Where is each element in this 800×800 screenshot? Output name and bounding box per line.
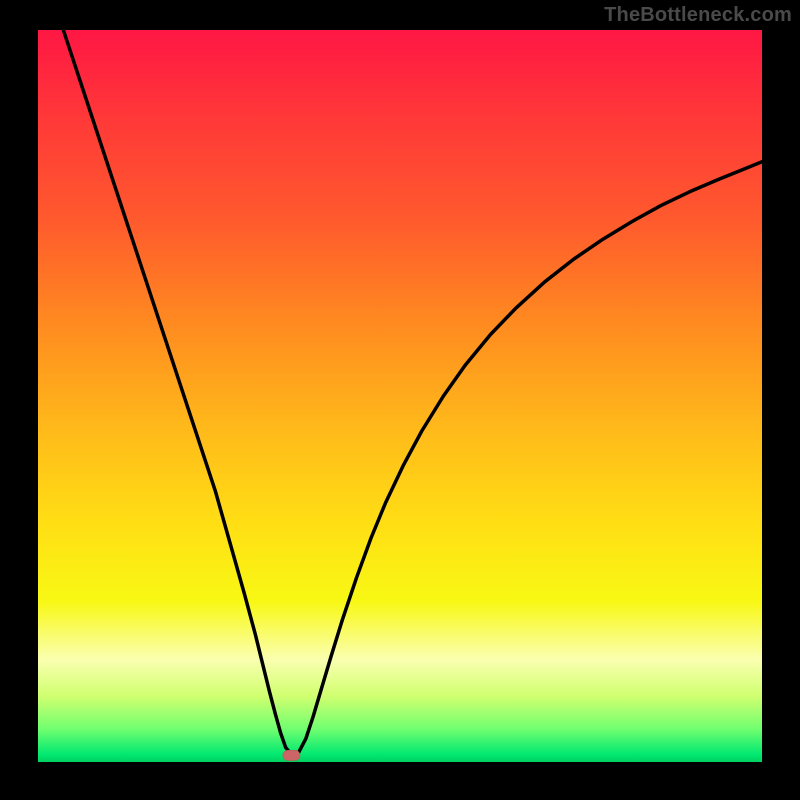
plot-area <box>38 30 762 762</box>
gradient-background <box>38 30 762 762</box>
optimal-point-marker <box>283 750 300 760</box>
plot-svg <box>38 30 762 762</box>
chart-frame: TheBottleneck.com <box>0 0 800 800</box>
watermark-text: TheBottleneck.com <box>604 4 792 27</box>
